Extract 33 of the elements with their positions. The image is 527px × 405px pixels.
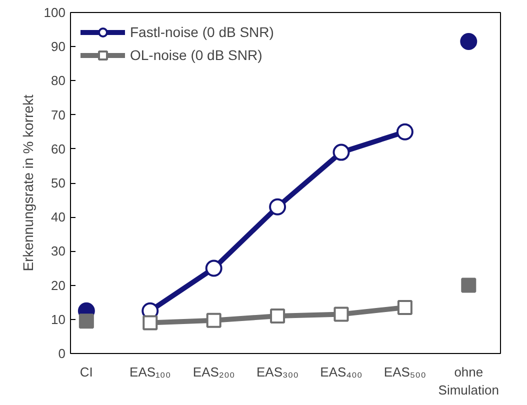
y-axis-title: Erkennungsrate in % korrekt (20, 94, 36, 272)
y-tick-label: 100 (44, 5, 66, 20)
x-tick-label: EAS₁₀₀ (130, 364, 171, 380)
point (460, 33, 478, 50)
y-tick-label: 30 (51, 244, 66, 259)
x-tick-label: EAS₂₀₀ (192, 364, 235, 380)
x-tick-label: EAS₄₀₀ (320, 364, 362, 380)
point (269, 198, 286, 216)
y-tick-label: 10 (51, 312, 66, 327)
y-tick-label: 60 (51, 141, 66, 156)
point (397, 300, 412, 315)
x-tick-label: EAS₃₀₀ (256, 364, 299, 380)
y-tick-label: 80 (51, 73, 66, 88)
point (334, 306, 349, 322)
y-tick-label: 40 (51, 210, 66, 225)
point (142, 315, 158, 330)
y-tick-label: 20 (51, 278, 66, 293)
y-tick-label: 70 (51, 107, 66, 122)
legend-label: OL-noise (0 dB SNR) (130, 47, 262, 63)
point (396, 123, 414, 140)
point (332, 144, 350, 161)
y-tick-label: 90 (51, 39, 66, 54)
x-tick-label: CI (80, 364, 93, 380)
legend-label: Fastl-noise (0 dB SNR) (130, 24, 274, 40)
x-tick-label: EAS₅₀₀ (384, 364, 426, 380)
point (205, 260, 222, 277)
point (461, 278, 476, 293)
y-tick-label: 0 (58, 346, 66, 361)
x-tick-label: ohne Simulation (438, 364, 500, 398)
y-tick-label: 50 (51, 176, 66, 190)
point (78, 314, 94, 329)
point (206, 312, 222, 328)
point (270, 308, 286, 324)
